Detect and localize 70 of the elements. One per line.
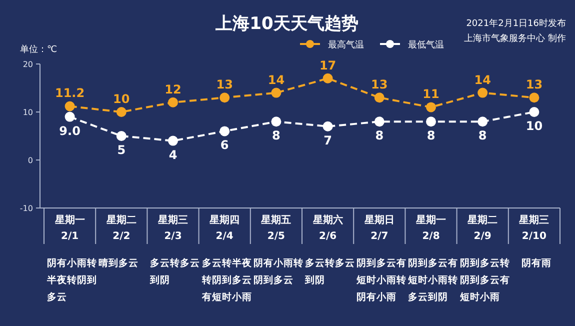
data-label: 14 xyxy=(474,72,491,87)
data-label: 17 xyxy=(319,58,336,72)
text: 阴到多云有短时小雨转多云到阴 xyxy=(407,257,458,303)
point xyxy=(426,116,436,127)
data-label: 11.2 xyxy=(54,86,85,100)
point xyxy=(116,131,126,141)
data-label: 11 xyxy=(422,87,440,102)
data-label: 5 xyxy=(117,143,126,157)
point xyxy=(374,92,384,103)
data-label: 7 xyxy=(324,133,332,148)
x-tick-label: 星期二 2/9 xyxy=(466,214,498,242)
data-label: 13 xyxy=(216,78,233,92)
text: 晴到多云 xyxy=(98,257,139,269)
legend-label: 最高气温 xyxy=(328,40,364,50)
data-label: 12 xyxy=(164,82,182,96)
data-label: 8 xyxy=(426,128,436,143)
x-tick-label: 星期五 2/5 xyxy=(260,214,292,242)
data-label: 14 xyxy=(268,72,285,87)
y-tick-label: 10 xyxy=(22,108,33,117)
point xyxy=(220,126,230,136)
point xyxy=(478,88,488,98)
text: 多云转多云到阴 xyxy=(149,257,200,286)
point xyxy=(529,107,540,117)
point xyxy=(271,88,282,98)
data-label: 8 xyxy=(272,128,280,143)
y-axis-title: 单位：℃ xyxy=(20,44,58,55)
point xyxy=(168,136,178,146)
text: 阴到多云转阴到多云有短时小雨 xyxy=(458,257,510,303)
data-label: 13 xyxy=(526,78,543,92)
point xyxy=(271,116,282,127)
point xyxy=(478,116,488,127)
data-label: 6 xyxy=(220,138,229,152)
text: 阴有小雨转半夜转阴到多云 xyxy=(46,257,97,303)
point xyxy=(220,92,230,103)
point xyxy=(374,116,384,127)
text: 阴到多云有短时小雨转阴有小雨 xyxy=(356,257,407,303)
data-label: 9.0 xyxy=(59,124,80,138)
x-tick-label: 星期日 2/7 xyxy=(363,214,394,242)
y-tick-label: 0 xyxy=(28,156,33,165)
x-tick-label: 星期三 2/10 xyxy=(518,214,550,242)
point xyxy=(64,101,75,112)
chart-subtitle: 2021年2月1日16时发布 xyxy=(466,18,566,29)
data-label: 4 xyxy=(168,148,178,162)
data-label: 8 xyxy=(478,128,487,143)
point xyxy=(529,92,540,103)
point xyxy=(168,97,178,108)
point xyxy=(64,112,75,122)
point xyxy=(322,73,333,84)
data-label: 10 xyxy=(113,92,130,106)
y-tick-label: 20 xyxy=(22,60,33,69)
text: 多云转多云到阴 xyxy=(304,257,355,286)
x-tick-label: 星期一 2/8 xyxy=(415,214,446,242)
data-label: 8 xyxy=(375,128,384,143)
data-label: 13 xyxy=(371,78,388,92)
text: 多云转半夜转阴到多云有短时小雨 xyxy=(200,257,253,303)
legend-label: 最低气温 xyxy=(408,40,444,50)
x-tick-label: 星期一 2/1 xyxy=(54,214,85,242)
text: 阴有雨 xyxy=(521,257,552,269)
text: 阴有小雨转阴到多云 xyxy=(253,257,304,286)
x-tick-label: 星期四 2/4 xyxy=(208,214,240,242)
point xyxy=(116,107,126,117)
x-tick-label: 星期三 2/3 xyxy=(157,214,188,242)
x-tick-label: 星期六 2/6 xyxy=(312,214,343,242)
data-label: 10 xyxy=(526,119,543,133)
chart-title: 上海10天天气趋势 xyxy=(214,14,358,34)
text: 上海市气象服务中心 制作 xyxy=(464,33,566,44)
point xyxy=(426,102,436,112)
point xyxy=(322,121,333,132)
y-tick-label: -10 xyxy=(20,204,33,213)
x-tick-label: 星期二 2/2 xyxy=(105,214,136,242)
